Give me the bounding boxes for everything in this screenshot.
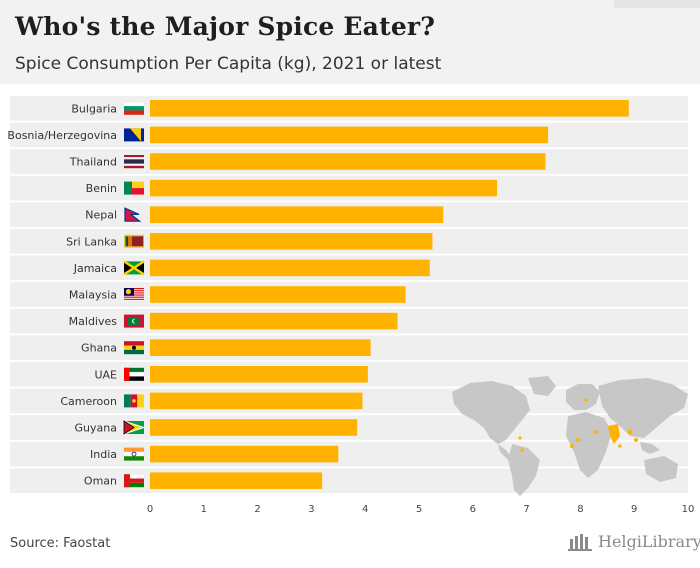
x-axis-ticks: 0 1 2 3 4 5 6 7 8 9 10	[147, 504, 695, 515]
flag-jamaica-icon	[123, 260, 145, 276]
x-tick-label: 10	[682, 504, 695, 515]
bar-nepal	[150, 206, 444, 223]
flag-uae-icon	[123, 367, 145, 381]
category-label: Bulgaria	[71, 102, 117, 115]
bar-sri-lanka	[150, 233, 433, 250]
flag-benin-icon	[124, 181, 144, 195]
bar-bulgaria	[150, 100, 629, 117]
category-label: Benin	[86, 182, 117, 195]
bar-series	[150, 100, 629, 489]
flag-ghana-icon	[124, 341, 144, 355]
bar-india	[150, 445, 339, 463]
x-tick-label: 4	[362, 504, 368, 515]
flag-india-icon	[123, 447, 145, 461]
x-tick-label: 0	[147, 504, 153, 515]
brand-logo: HelgiLibrary.	[568, 532, 700, 551]
category-labels: Bulgaria Bosnia/Herzegovina Thailand Benin N…	[7, 102, 117, 487]
category-label: India	[90, 448, 117, 461]
category-label: UAE	[94, 368, 117, 381]
chart-subtitle: Spice Consumption Per Capita (kg), 2021 …	[15, 54, 442, 74]
flag-thailand-icon	[124, 155, 144, 169]
category-label: Maldives	[69, 315, 118, 328]
category-label: Bosnia/Herzegovina	[7, 129, 117, 142]
x-tick-label: 5	[416, 504, 422, 515]
bar-guyana	[150, 419, 358, 436]
flag-guyana-icon	[123, 420, 146, 435]
bar-cameroon	[150, 392, 363, 410]
x-tick-label: 2	[254, 504, 260, 515]
flag-oman-icon	[123, 474, 145, 488]
bar-ghana	[150, 339, 371, 356]
bar-bosnia-herzegovina	[150, 126, 549, 144]
bar-jamaica	[150, 259, 430, 277]
flag-maldives-icon	[124, 314, 144, 328]
category-label: Sri Lanka	[66, 235, 117, 248]
bar-uae	[150, 366, 368, 383]
header-accent-strip	[614, 0, 700, 8]
bar-thailand	[150, 153, 546, 170]
flag-bosnia-icon	[124, 128, 144, 142]
brand-text: HelgiLibrary.	[598, 532, 700, 551]
x-tick-label: 3	[308, 504, 314, 515]
library-icon	[568, 533, 592, 551]
category-label: Malaysia	[69, 289, 117, 302]
x-tick-label: 7	[523, 504, 529, 515]
row-band	[10, 468, 688, 493]
bar-maldives	[150, 312, 398, 330]
category-label: Thailand	[69, 156, 117, 169]
bar-oman	[150, 472, 323, 489]
header-band: Who's the Major Spice Eater? Spice Consu…	[0, 0, 700, 84]
flag-icons	[123, 101, 146, 488]
category-label: Nepal	[85, 209, 117, 222]
world-map-icon	[452, 376, 688, 496]
category-label: Guyana	[75, 422, 117, 435]
category-label: Oman	[84, 475, 117, 488]
category-label: Cameroon	[60, 395, 117, 408]
bar-malaysia	[150, 286, 406, 303]
flag-nepal-icon	[124, 207, 142, 222]
flag-bulgaria-icon	[123, 101, 145, 115]
source-note: Source: Faostat	[10, 536, 111, 551]
category-label: Jamaica	[73, 262, 117, 275]
bar-benin	[150, 179, 498, 197]
x-tick-label: 8	[577, 504, 583, 515]
x-tick-label: 9	[631, 504, 637, 515]
x-tick-label: 6	[470, 504, 476, 515]
flag-srilanka-icon	[124, 234, 144, 248]
chart-title: Who's the Major Spice Eater?	[15, 12, 436, 41]
x-tick-label: 1	[201, 504, 207, 515]
flag-malaysia-icon	[124, 288, 144, 301]
flag-cameroon-icon	[124, 394, 144, 408]
category-label: Ghana	[81, 342, 117, 355]
